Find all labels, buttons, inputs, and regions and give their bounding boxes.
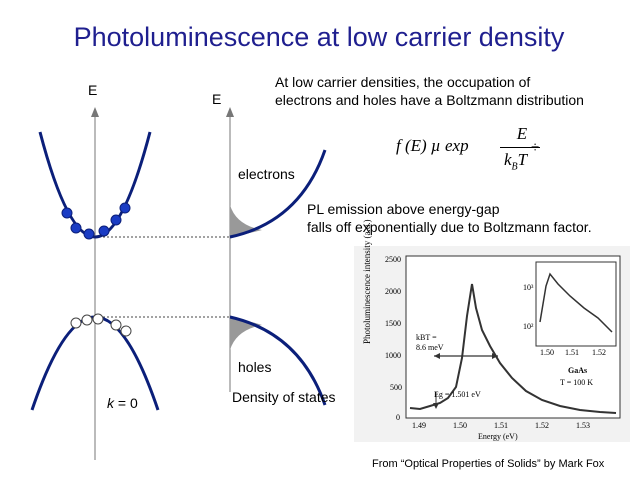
holes-label: holes (238, 359, 272, 375)
pl-ytick: 2500 (385, 255, 401, 264)
pl-xtick: 1.51 (494, 421, 508, 430)
energy-axis-label-left: E (88, 82, 98, 98)
electrons-label: electrons (238, 166, 295, 182)
formula-lhs: f (E) µ exp (396, 136, 469, 155)
pl-xtick: 1.53 (576, 421, 590, 430)
hole-dot (120, 325, 132, 337)
k-zero-label: k = 0 (107, 395, 138, 411)
pl-spectrum-svg (405, 255, 621, 419)
electron-dot (61, 207, 73, 219)
log-xtick: 1.50 (540, 348, 554, 357)
log-xtick: 1.51 (565, 348, 579, 357)
hole-dot (92, 313, 104, 325)
sample-label-line1: GaAs (568, 366, 588, 375)
conduction-band-curve (38, 131, 152, 239)
pl-xtick: 1.50 (453, 421, 467, 430)
formula-fraction-bar (500, 147, 540, 148)
k-equals-zero: = 0 (114, 395, 138, 411)
pl-text-line1: PL emission above energy-gap (307, 201, 500, 217)
formula-numerator: E (516, 124, 528, 143)
log-xtick: 1.52 (592, 348, 606, 357)
pl-xtick: 1.52 (535, 421, 549, 430)
electron-dot (110, 214, 122, 226)
pl-ytick: 0 (396, 413, 400, 422)
electron-dot (119, 202, 131, 214)
formula-trail: ÷ (531, 140, 540, 156)
pl-xtick: 1.49 (412, 421, 426, 430)
boltzmann-formula: f (E) µ exp (396, 136, 469, 156)
slide-title: Photoluminescence at low carrier density (73, 22, 565, 52)
electron-dot (70, 222, 82, 234)
boltzmann-text-line1: At low carrier densities, the occupation… (275, 74, 531, 90)
pl-ytick: 1500 (385, 319, 401, 328)
hole-dot (70, 317, 82, 329)
conduction-dos-curve (229, 149, 327, 239)
log-ytick: 10³ (523, 283, 534, 292)
formula-denominator: kBT (504, 150, 528, 173)
density-of-states-label: Density of states (232, 389, 336, 405)
valence-dos-curve (229, 315, 327, 406)
log-inset-frame (535, 261, 617, 347)
pl-ytick: 2000 (385, 287, 401, 296)
energy-axis-label-right: E (212, 91, 222, 107)
e-axis-left-arrow (91, 107, 99, 117)
pl-spectrum-curve (409, 283, 617, 414)
hole-dot (81, 314, 93, 326)
k-symbol: k (107, 395, 114, 411)
pl-text-line2: falls off exponentially due to Boltzmann… (307, 219, 592, 235)
boltzmann-text-line2: electrons and holes have a Boltzmann dis… (275, 92, 584, 108)
e-axis-right-arrow (226, 107, 234, 117)
sample-label-line2: T = 100 K (560, 378, 594, 387)
pl-ytick: 1000 (385, 351, 401, 360)
pl-xlabel: Energy (eV) (478, 432, 518, 441)
log-inset-curve (539, 272, 613, 333)
kbt-label-line1: kBT = (416, 333, 437, 342)
log-ytick: 10² (523, 322, 534, 331)
pl-ytick: 500 (390, 383, 402, 392)
hole-dot (110, 319, 122, 331)
kbt-label-line2: 8.6 meV (416, 343, 444, 352)
source-credit: From “Optical Properties of Solids” by M… (372, 458, 605, 470)
electron-dot (98, 225, 110, 237)
eg-label: Eg = 1.501 eV (434, 390, 481, 399)
electron-dot (83, 228, 95, 240)
pl-ylabel: Photoluminescence intensity (a.u.) (362, 219, 372, 344)
